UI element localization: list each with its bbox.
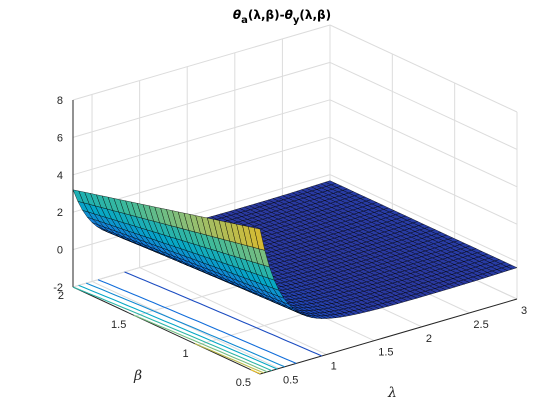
z-tick-label: 8 — [57, 95, 63, 107]
contour-line — [78, 284, 278, 370]
contour-line — [72, 286, 272, 372]
y-tick-label: 1.5 — [111, 319, 126, 331]
z-tick-label: 0 — [57, 245, 63, 257]
y-tick-label: 1 — [183, 348, 189, 360]
grid-line — [329, 174, 518, 263]
grid-line — [72, 24, 331, 101]
x-tick-label: 2 — [426, 333, 432, 345]
x-axis-label: λ — [387, 385, 397, 401]
x-tick-label: 0.5 — [283, 374, 298, 386]
x-axis-line — [259, 298, 518, 375]
y-axis-label: β — [133, 368, 142, 384]
title-args-2: (λ,β) — [299, 8, 331, 22]
floor-contours — [72, 271, 323, 375]
contour-line — [97, 279, 297, 364]
z-tick-label: 2 — [57, 207, 63, 219]
grid-line — [329, 136, 518, 225]
z-tick-label: 4 — [57, 170, 63, 182]
y-tick-label: 2 — [58, 290, 64, 302]
contour-line — [194, 342, 264, 374]
contour-line — [133, 314, 268, 373]
x-tick-label: 1.5 — [378, 347, 393, 359]
grid-line — [72, 99, 331, 176]
title-sub-2: y — [293, 15, 300, 26]
title-args-1: (λ,β)- — [248, 8, 285, 22]
y-tick-label: 0.5 — [236, 377, 251, 389]
z-tick-label: 6 — [57, 132, 63, 144]
grid-line — [329, 99, 518, 188]
title-theta-1: θ — [233, 8, 241, 22]
surface-patch — [253, 227, 266, 251]
y-axis-line — [72, 286, 261, 375]
x-tick-label: 3 — [521, 305, 527, 317]
grid-line — [72, 174, 331, 251]
x-tick-label: 1 — [331, 361, 337, 373]
z-tick-label: -2 — [53, 282, 63, 294]
contour-line — [85, 282, 285, 368]
contour-line — [124, 271, 323, 357]
grid-line — [72, 61, 331, 138]
grid-line — [139, 267, 327, 356]
grid-line — [329, 61, 518, 150]
surface-mesh — [72, 180, 518, 319]
title-sub-1: a — [241, 15, 248, 26]
x-tick-label: 2.5 — [473, 319, 488, 331]
contour-line — [250, 369, 261, 375]
chart-title: θa(λ,β)-θy(λ,β) — [233, 8, 331, 26]
grid-line — [329, 24, 518, 113]
title-theta-2: θ — [285, 8, 293, 22]
